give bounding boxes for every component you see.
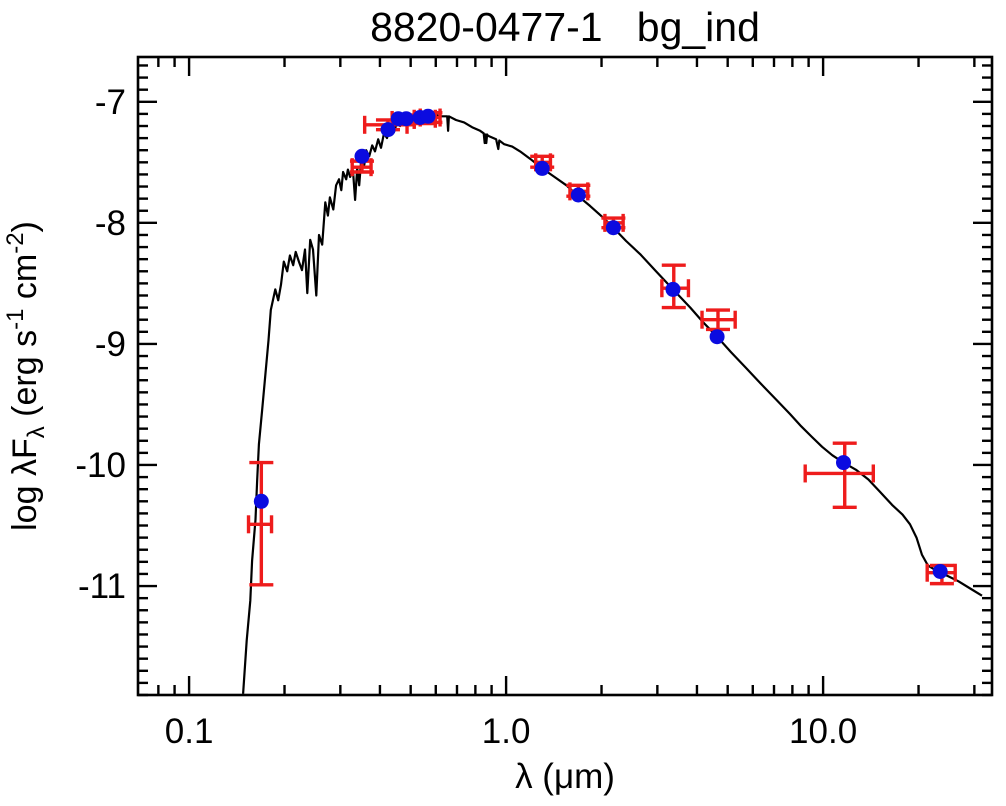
model-photometry-point [534, 160, 550, 176]
y-axis-label-part: (erg s [6, 330, 44, 426]
y-axis-label-part: log λF [6, 438, 44, 531]
x-tick-label: 10.0 [789, 712, 857, 751]
x-axis-label: λ (μm) [515, 757, 615, 796]
y-tick-label: -11 [78, 567, 126, 606]
y-axis-label-part: -1 [2, 309, 29, 330]
observed-point-errorbars [803, 441, 876, 510]
y-axis-label-part: λ [23, 426, 50, 438]
observed-point-errorbars [700, 308, 737, 332]
plot-frame [136, 55, 994, 697]
y-axis-label: log λFλ (erg s-1 cm-2) [2, 221, 50, 531]
model-photometry-layer [253, 108, 948, 579]
y-axis-label-part: cm [6, 254, 44, 309]
model-photometry-point [709, 329, 725, 345]
plot-title: 8820-0477-1 bg_ind [370, 4, 760, 50]
x-tick-label: 1.0 [482, 712, 531, 751]
y-tick-label: -7 [95, 83, 126, 122]
model-photometry-point [836, 455, 851, 471]
model-photometry-point [605, 220, 621, 236]
y-axis-label-part: -2 [2, 232, 29, 253]
model-photometry-point [665, 281, 681, 297]
model-spectrum-curve [242, 112, 983, 694]
model-photometry-point [420, 108, 436, 124]
model-photometry-point [398, 111, 414, 127]
model-photometry-point [354, 148, 370, 164]
model-photometry-point [380, 122, 396, 138]
model-spectrum-layer [242, 112, 983, 694]
model-photometry-point [253, 493, 269, 509]
y-tick-label: -8 [95, 204, 126, 243]
observed-point-errorbars [246, 460, 274, 587]
axes-frame-layer: 0.1 1.0 10.0 -7 -8 -9 -10 -11 [75, 55, 994, 751]
model-photometry-point [932, 564, 948, 579]
x-tick-label: 0.1 [165, 712, 214, 751]
y-axis-label-part: ) [6, 221, 44, 232]
y-tick-label: -9 [95, 325, 126, 364]
model-photometry-point [570, 187, 586, 203]
y-tick-label: -10 [75, 446, 126, 485]
